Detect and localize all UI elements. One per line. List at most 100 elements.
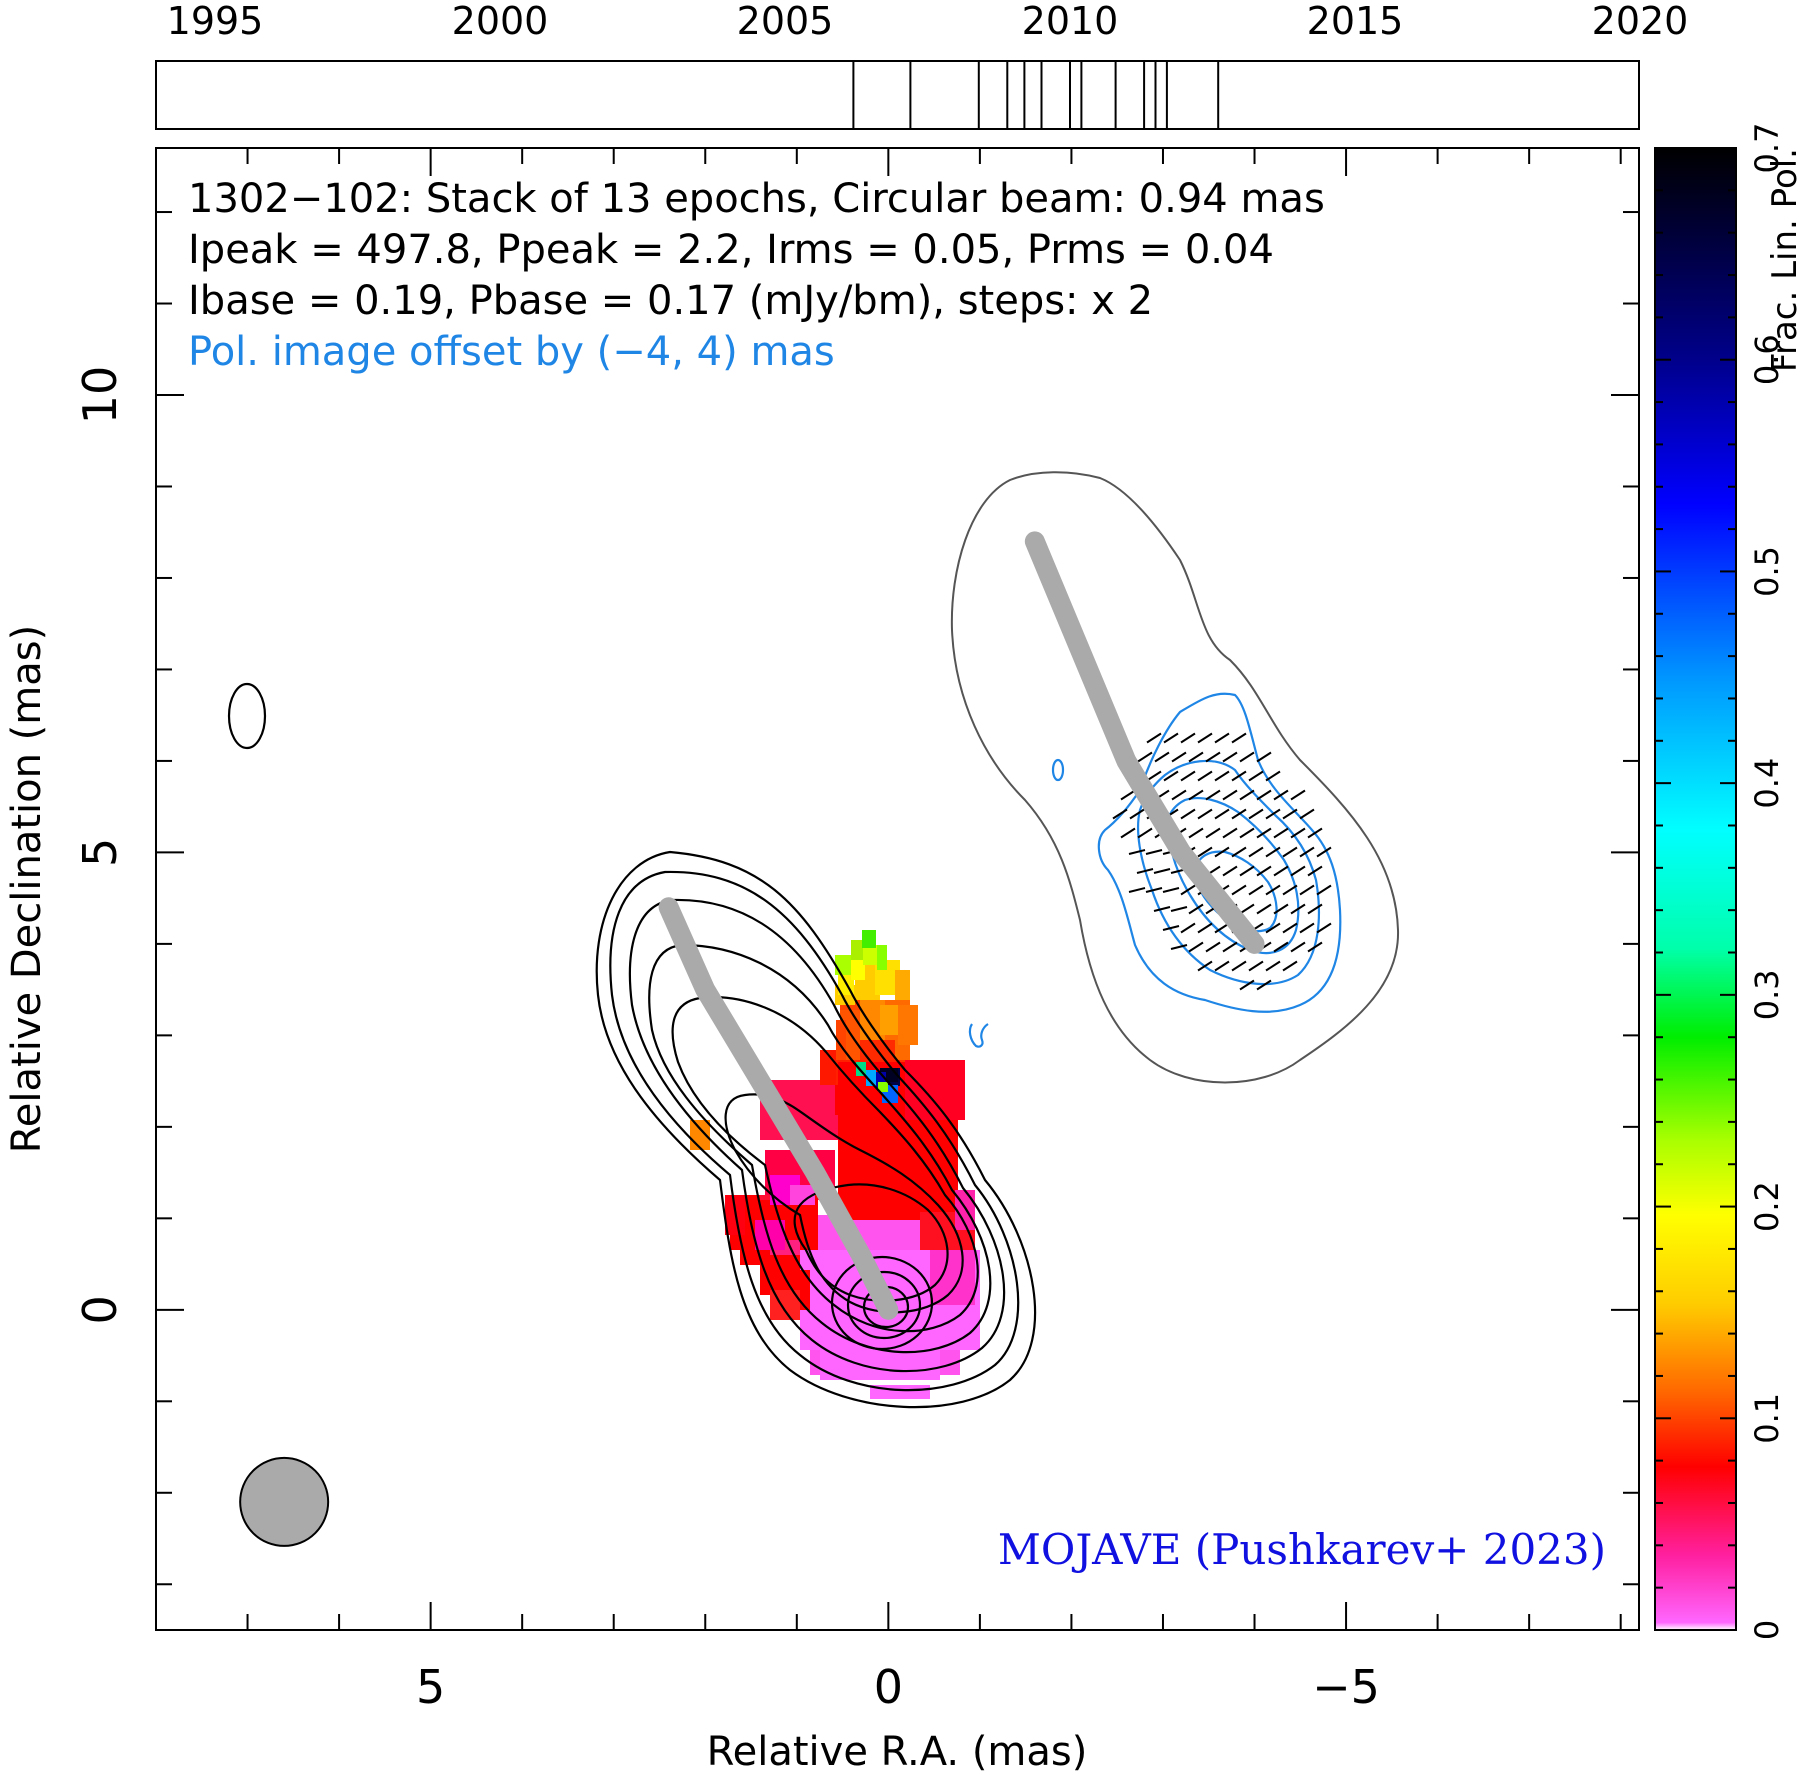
evpa-tick <box>1256 903 1272 915</box>
evpa-tick <box>1299 922 1315 934</box>
evpa-tick <box>1153 906 1171 912</box>
pol-contour-level-1 <box>1097 692 1342 1013</box>
evpa-tick <box>1248 960 1264 972</box>
pol-pixel-block <box>878 1082 888 1092</box>
evpa-tick <box>1231 770 1247 782</box>
pol-pixel-block <box>898 1005 918 1045</box>
colorbar-tick-label: 0.7 <box>1748 123 1786 174</box>
evpa-tick <box>1265 960 1281 972</box>
pol-pixel-block <box>876 1072 886 1088</box>
evpa-tick <box>1136 868 1154 874</box>
evpa-tick <box>1256 827 1272 839</box>
evpa-tick <box>1188 751 1204 763</box>
evpa-tick <box>1197 808 1213 820</box>
evpa-tick <box>1112 808 1128 820</box>
colorbar-tick-label: 0.6 <box>1748 334 1786 385</box>
evpa-tick <box>1273 903 1289 915</box>
evpa-tick <box>1299 808 1315 820</box>
contour-level-5 <box>671 996 979 1333</box>
evpa-tick <box>1307 827 1323 839</box>
stokes-i-contours <box>595 850 1037 1409</box>
evpa-tick <box>1239 789 1255 801</box>
evpa-tick <box>1188 941 1204 953</box>
evpa-tick <box>1120 827 1136 839</box>
contour-level-3 <box>628 898 1006 1373</box>
evpa-tick <box>1290 827 1306 839</box>
evpa-tick <box>1180 884 1196 896</box>
evpa-tick <box>1282 884 1298 896</box>
evpa-tick <box>1188 903 1204 915</box>
evpa-tick <box>1129 808 1145 820</box>
evpa-tick <box>1214 846 1230 858</box>
pol-pixel-block <box>835 955 851 975</box>
evpa-tick <box>1171 789 1187 801</box>
pol-pixel-block <box>862 930 876 948</box>
timeline-labels: 1995 2000 2005 2010 2015 2020 <box>167 0 1689 43</box>
evpa-tick <box>1282 960 1298 972</box>
plot-area: 1302−102: Stack of 13 epochs, Circular b… <box>155 147 1640 1631</box>
evpa-tick <box>1239 865 1255 877</box>
evpa-tick <box>1145 849 1163 855</box>
isolated-stokes-i-island <box>227 682 267 750</box>
colorbar-tick-label: 0.3 <box>1748 969 1786 1020</box>
evpa-tick <box>1273 789 1289 801</box>
x-tick-label: −5 <box>1312 1660 1380 1714</box>
evpa-tick <box>1239 903 1255 915</box>
timeline-frame <box>155 60 1640 130</box>
y-tick-label: 0 <box>73 1295 127 1324</box>
evpa-tick <box>1222 751 1238 763</box>
evpa-tick <box>1188 827 1204 839</box>
colorbar-tick-label: 0 <box>1748 1620 1786 1640</box>
header-line-1: 1302−102: Stack of 13 epochs, Circular b… <box>188 176 1325 222</box>
pol-pixel-block <box>820 1350 940 1380</box>
colorbar-label: Frac. Lin. Pol. <box>1765 148 1805 372</box>
evpa-tick <box>1282 808 1298 820</box>
evpa-tick <box>1170 906 1188 912</box>
evpa-tick <box>1256 751 1272 763</box>
evpa-tick <box>1128 887 1146 893</box>
y-axis-ticks <box>156 211 1639 1586</box>
pol-pixel-block <box>905 1060 965 1120</box>
evpa-tick <box>1248 808 1264 820</box>
ridge-line-polarization <box>1024 531 1265 954</box>
evpa-tick <box>1180 808 1196 820</box>
colorbar-ticks <box>1655 147 1736 1631</box>
evpa-tick <box>1231 960 1247 972</box>
evpa-tick <box>1137 827 1153 839</box>
colorbar: 0 0.1 0.2 0.3 0.4 0.5 0.6 0.7 Frac. Lin. Pol. <box>1654 123 1805 1640</box>
evpa-tick <box>1282 846 1298 858</box>
evpa-tick <box>1128 849 1146 855</box>
evpa-tick <box>1248 884 1264 896</box>
evpa-tick <box>1222 789 1238 801</box>
pol-pixel-block <box>863 945 877 965</box>
evpa-tick <box>1197 960 1213 972</box>
evpa-tick <box>1273 865 1289 877</box>
evpa-tick <box>1231 884 1247 896</box>
evpa-tick <box>1231 808 1247 820</box>
evpa-tick <box>1146 732 1162 744</box>
pol-pixel-block <box>851 960 865 980</box>
evpa-tick <box>1197 846 1213 858</box>
x-tick-label: 5 <box>416 1660 445 1714</box>
evpa-tick <box>1162 925 1180 931</box>
evpa-tick <box>1205 789 1221 801</box>
evpa-tick <box>1299 884 1315 896</box>
header-line-3: Ibase = 0.19, Pbase = 0.17 (mJy/bm), ste… <box>188 278 1153 324</box>
ridge-line-stokes-i <box>658 897 899 1320</box>
y-tick-label: 5 <box>73 838 127 867</box>
evpa-tick <box>1205 751 1221 763</box>
evpa-tick <box>1163 732 1179 744</box>
contour-level-1 <box>595 850 1037 1409</box>
evpa-tick <box>1256 789 1272 801</box>
evpa-tick <box>1239 979 1255 991</box>
pol-contour-small-island <box>1051 758 1065 782</box>
evpa-tick <box>1137 751 1153 763</box>
evpa-tick <box>1197 732 1213 744</box>
evpa-tick <box>1239 751 1255 763</box>
evpa-tick <box>1299 846 1315 858</box>
evpa-tick <box>1248 846 1264 858</box>
pol-contour-small-arc <box>968 1023 989 1048</box>
evpa-tick <box>1171 751 1187 763</box>
timeline-year-label: 2000 <box>452 0 549 43</box>
